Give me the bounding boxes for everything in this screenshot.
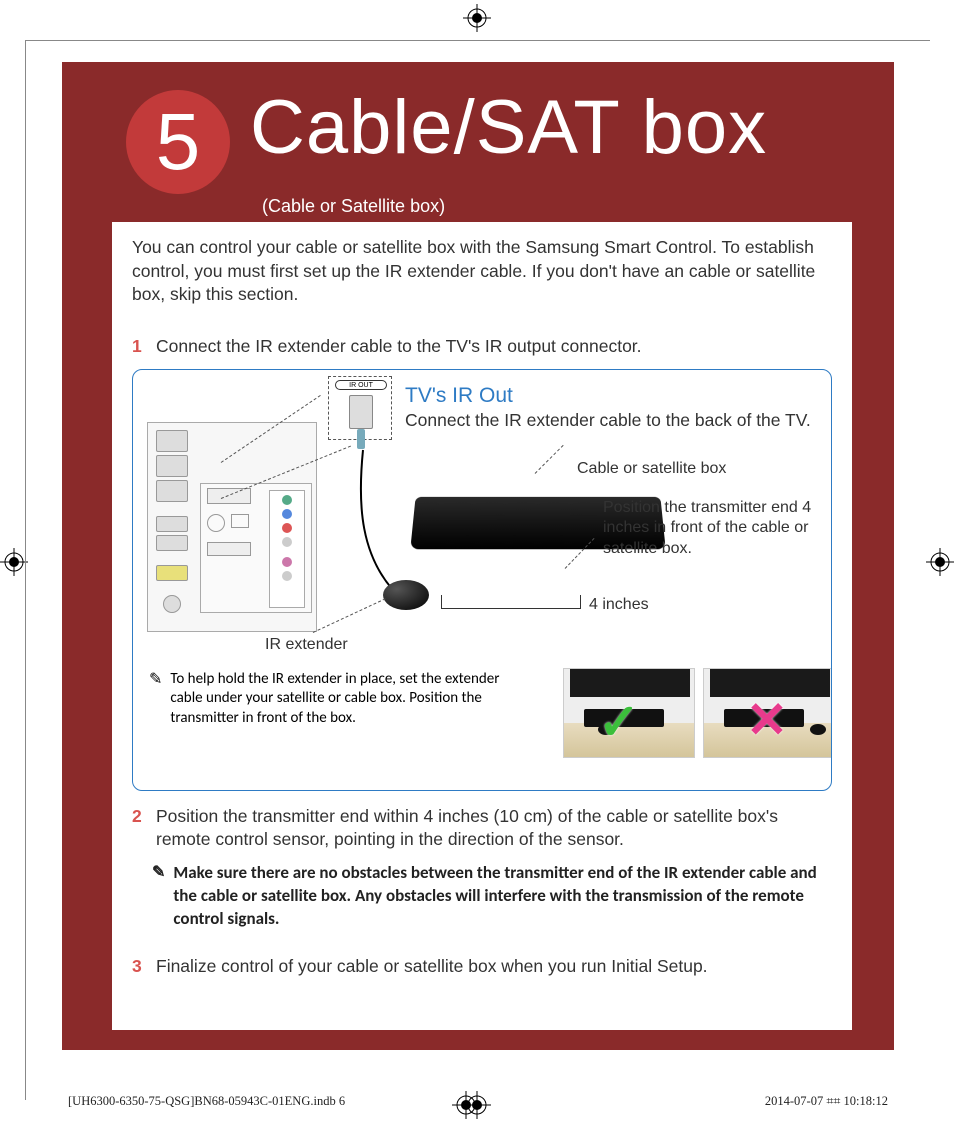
diagram-box: TV's IR Out Connect the IR extender cabl… <box>132 369 832 791</box>
label-distance: 4 inches <box>589 596 649 614</box>
content-panel: You can control your cable or satellite … <box>112 222 852 1030</box>
cross-icon: ✕ <box>746 691 788 749</box>
step-text-2: Position the transmitter end within 4 in… <box>156 805 832 852</box>
tip-text: To help hold the IR extender in place, s… <box>170 670 531 729</box>
step-row: 3 Finalize control of your cable or sate… <box>132 955 832 979</box>
page-subtitle: (Cable or Satellite box) <box>262 196 445 217</box>
ir-extender-puck <box>383 580 429 610</box>
tip-row: ✎ To help hold the IR extender in place,… <box>149 670 531 729</box>
registration-mark-footer <box>452 1091 480 1119</box>
ir-out-title: TV's IR Out <box>405 384 513 408</box>
pencil-icon: ✎ <box>152 862 165 931</box>
ir-out-label: IR OUT <box>335 380 387 390</box>
ir-out-callout: IR OUT <box>328 376 392 440</box>
registration-mark-top <box>463 4 491 32</box>
intro-text: You can control your cable or satellite … <box>132 236 832 307</box>
example-wrong: ✕ <box>703 668 832 758</box>
step-number-2: 2 <box>132 805 146 852</box>
registration-mark-right <box>926 548 954 576</box>
footer-filename: [UH6300-6350-75-QSG]BN68-05943C-01ENG.in… <box>68 1094 345 1109</box>
registration-mark-left <box>0 548 28 576</box>
step-text-3: Finalize control of your cable or satell… <box>156 955 832 979</box>
page-title: Cable/SAT box <box>250 84 767 171</box>
footer-timestamp: 2014-07-07 ⌗⌗ 10:18:12 <box>765 1094 888 1109</box>
note-text: Make sure there are no obstacles between… <box>173 862 832 931</box>
step-text-1: Connect the IR extender cable to the TV'… <box>156 335 832 359</box>
ir-plug-icon <box>349 395 373 429</box>
note-row: ✎ Make sure there are no obstacles betwe… <box>152 862 832 931</box>
step-row: 1 Connect the IR extender cable to the T… <box>132 335 832 359</box>
label-ir-extender: IR extender <box>265 636 348 654</box>
ir-out-subtitle: Connect the IR extender cable to the bac… <box>405 410 811 431</box>
check-icon: ✓ <box>598 693 640 751</box>
distance-bracket <box>441 595 581 609</box>
step-number-circle: 5 <box>126 90 230 194</box>
label-position: Position the transmitter end 4 inches in… <box>603 498 821 560</box>
pencil-icon: ✎ <box>149 670 162 729</box>
step-number-1: 1 <box>132 335 146 359</box>
step-number-3: 3 <box>132 955 146 979</box>
label-cable-box: Cable or satellite box <box>577 460 726 478</box>
step-number: 5 <box>156 96 201 188</box>
step-row: 2 Position the transmitter end within 4 … <box>132 805 832 852</box>
example-correct: ✓ <box>563 668 695 758</box>
